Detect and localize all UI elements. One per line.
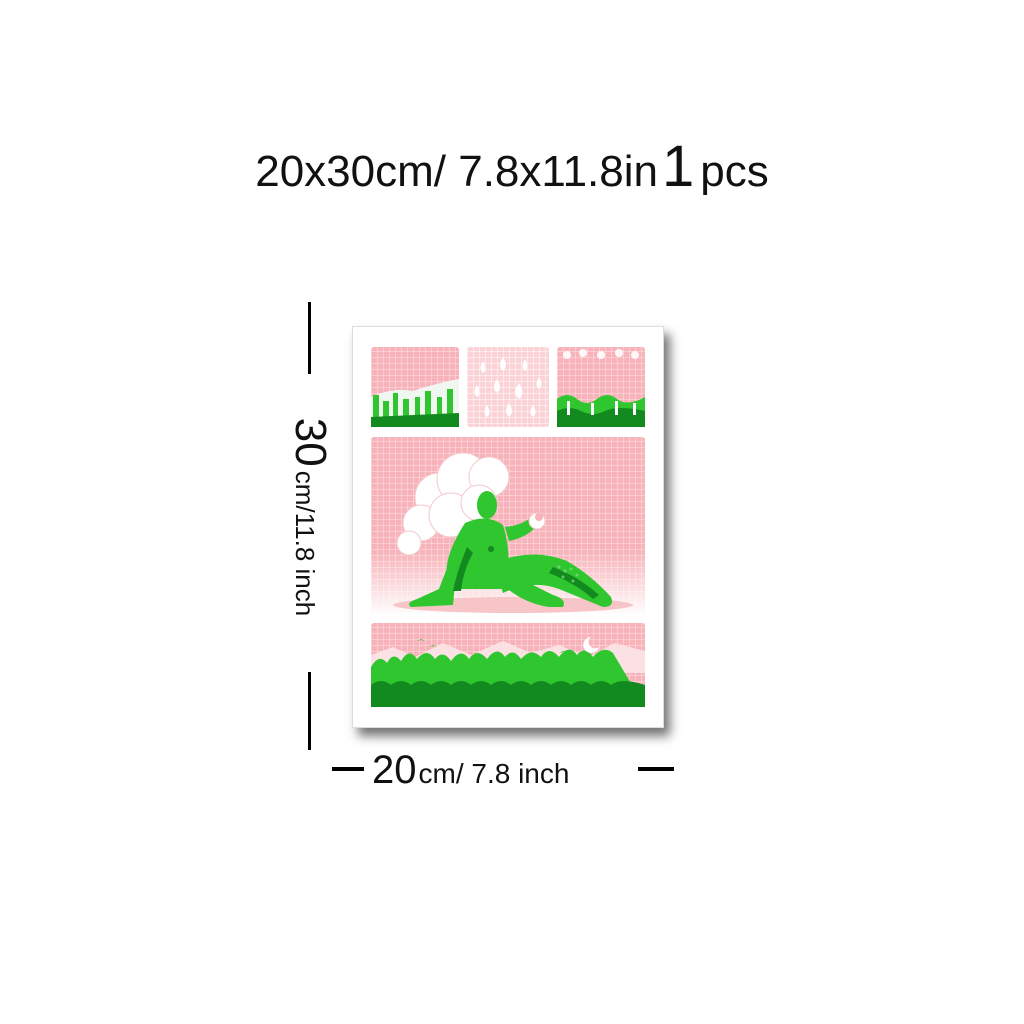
height-dimension-line-top: [308, 302, 311, 374]
height-unit: cm/11.8 inch: [290, 470, 320, 617]
width-dimension-line-left: [332, 767, 364, 771]
panel-top-middle: [467, 347, 549, 427]
quantity-unit: pcs: [700, 147, 769, 196]
size-text: 20x30cm/ 7.8x11.8in: [255, 147, 659, 196]
panel-bottom-forest: [371, 623, 645, 707]
height-value: 30: [286, 417, 335, 467]
width-dimension-line-right: [638, 767, 674, 771]
height-dimension-label: 30cm/11.8 inch: [286, 417, 335, 617]
product-size-headline: 20x30cm/ 7.8x11.8in1 pcs: [0, 138, 1024, 196]
width-dimension-label: 20cm/ 7.8 inch: [372, 750, 569, 790]
panel-top-left: [371, 347, 459, 427]
poster-artwork: [371, 347, 645, 707]
panel-center-figure: [371, 437, 645, 613]
width-value: 20: [372, 748, 417, 792]
quantity-number: 1: [662, 134, 695, 199]
poster-print: [352, 326, 664, 728]
panel-top-right: [557, 347, 645, 427]
width-unit: cm/ 7.8 inch: [418, 758, 570, 789]
height-dimension-line-bottom: [308, 672, 311, 750]
